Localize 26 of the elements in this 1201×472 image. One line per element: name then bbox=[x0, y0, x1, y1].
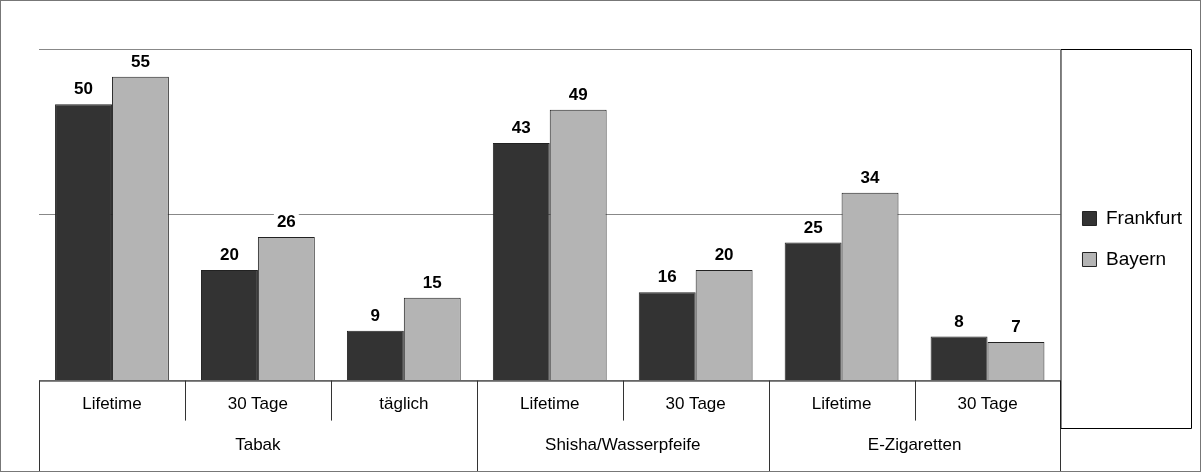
x-tick-label: Lifetime bbox=[519, 394, 580, 414]
data-label: 9 bbox=[370, 306, 381, 326]
data-label: 16 bbox=[657, 267, 677, 287]
data-label: 34 bbox=[860, 167, 881, 187]
x-tick-label: 30 Tage bbox=[957, 394, 1018, 414]
legend-label: Frankfurt bbox=[1105, 206, 1183, 228]
data-label: 43 bbox=[511, 118, 531, 138]
legend-label: Bayern bbox=[1105, 247, 1167, 269]
text: Tabak bbox=[235, 435, 282, 455]
x-tick-label: 30 Tage bbox=[665, 394, 726, 414]
x-tick-label: 30 Tage bbox=[227, 394, 288, 414]
text: E-Zigaretten bbox=[867, 435, 962, 455]
data-label: 55 bbox=[130, 51, 150, 71]
data-label: 15 bbox=[422, 272, 442, 292]
text: Shisha/Wasserpfeife bbox=[545, 435, 701, 455]
data-label: 20 bbox=[714, 245, 734, 265]
data-label: 50 bbox=[74, 79, 93, 99]
data-label: 26 bbox=[276, 212, 296, 232]
data-label: 25 bbox=[803, 217, 823, 237]
data-label: 8 bbox=[954, 311, 964, 331]
data-label: 20 bbox=[219, 245, 239, 265]
x-tick-label: täglich bbox=[379, 394, 429, 414]
x-tick-label: Lifetime bbox=[82, 394, 142, 414]
x-tick-label: Lifetime bbox=[811, 394, 872, 414]
data-label: 49 bbox=[568, 84, 588, 104]
data-label: 7 bbox=[1011, 317, 1021, 337]
